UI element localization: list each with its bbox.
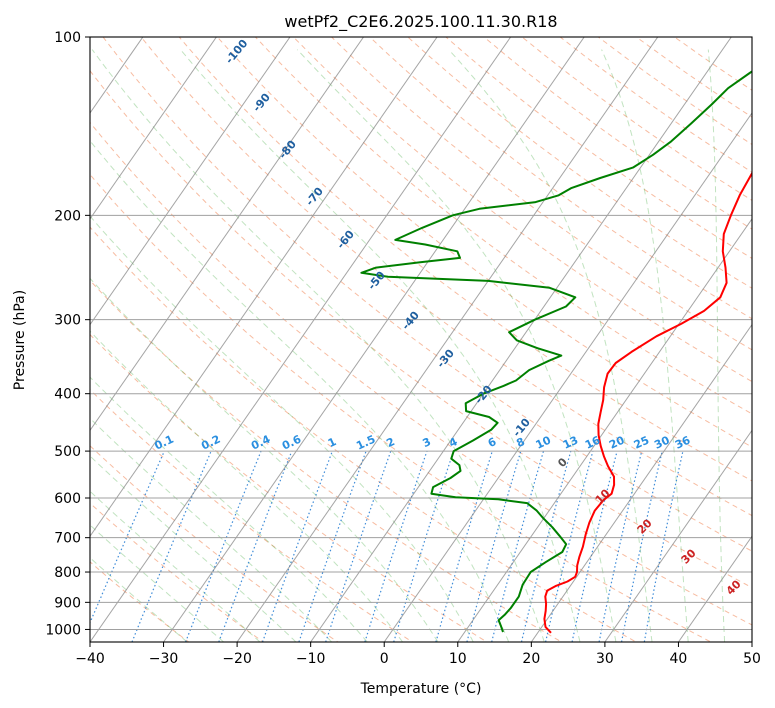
mixing-ratio-line [90, 450, 165, 625]
line-label: 30 [652, 433, 672, 451]
mixing-ratio-line [545, 450, 594, 642]
plot-frame [89, 36, 753, 643]
moist-adiabat-line [90, 490, 261, 642]
y-tick-label: 200 [54, 208, 81, 224]
mixing-ratio-line [325, 450, 392, 642]
mixing-ratio-line [298, 450, 367, 642]
dry-adiabat-line [292, 37, 752, 383]
mixing-ratio-line [520, 450, 572, 642]
dry-adiabat-line [102, 37, 752, 552]
isotherm-line [0, 24, 5, 654]
y-tick-label: 1000 [45, 622, 81, 638]
y-tick-label: 100 [54, 30, 81, 46]
isotherm-line [310, 37, 732, 642]
dry-adiabat-line [90, 121, 752, 626]
line-label: 13 [561, 434, 580, 452]
dry-adiabat-line [90, 502, 265, 642]
isotherm-line [677, 535, 752, 642]
dry-adiabat-line [90, 70, 752, 589]
moist-adiabat-line [90, 330, 403, 642]
x-tick-label: 50 [743, 651, 761, 667]
isotherm-line [90, 37, 218, 220]
moist-adiabat-line [90, 215, 474, 642]
mixing-ratio-line [466, 450, 522, 642]
y-tick-label: 800 [54, 565, 81, 581]
profile-lines [360, 70, 752, 634]
dry-adiabat-line [445, 37, 752, 259]
x-tick-label: 0 [380, 651, 389, 667]
x-axis-label: Temperature (°C) [360, 681, 482, 697]
mixing-ratio-line [185, 450, 262, 642]
dewpoint-profile-line [360, 70, 752, 633]
x-tick-label: −10 [296, 651, 326, 667]
y-tick-label: 300 [54, 313, 81, 329]
moist-adiabat-line [90, 139, 510, 642]
moist-adiabat-line [448, 49, 653, 642]
isotherm-line [90, 37, 438, 538]
moist-adiabat-line [180, 49, 581, 642]
x-tick-label: 10 [449, 651, 467, 667]
mixing-ratio-line [261, 450, 333, 642]
mixing-ratio-line [435, 450, 493, 642]
dry-adiabat-line [90, 279, 563, 642]
mixing-ratio-line [364, 450, 428, 642]
isotherm-line [383, 112, 752, 642]
line-label: 16 [583, 433, 603, 451]
isotherm-line [457, 217, 752, 642]
line-label: 36 [673, 433, 693, 451]
temperature-profile-line [543, 171, 752, 634]
mixing-ratio-line [218, 450, 293, 642]
isotherm-line [162, 37, 585, 642]
y-tick-label: 500 [54, 444, 81, 460]
isotherm-line [90, 37, 291, 326]
dry-adiabat-line [369, 37, 752, 320]
x-tick-label: −40 [75, 651, 105, 667]
moist-adiabat-line [296, 49, 617, 642]
y-tick-label: 900 [54, 595, 81, 611]
line-label: 25 [632, 434, 651, 452]
grid-lines [0, 24, 752, 654]
x-tick-label: −20 [222, 651, 252, 667]
y-tick-label: 700 [54, 531, 81, 547]
isotherm-line [236, 37, 659, 642]
moist-adiabat-line [90, 376, 368, 642]
mixing-ratio-line [598, 450, 643, 642]
x-axis: −40 −30 −20 −10 0 10 20 30 40 50 [75, 642, 761, 667]
moist-adiabat-line [707, 49, 726, 642]
line-label: 10 [534, 433, 554, 451]
dry-adiabat-line [597, 37, 752, 146]
x-tick-label: 20 [522, 651, 540, 667]
mixing-ratio-line [131, 450, 212, 642]
x-tick-label: 40 [670, 651, 688, 667]
moist-adiabat-line [601, 49, 689, 642]
dry-adiabat-line [178, 37, 752, 482]
isotherm-line [90, 37, 365, 432]
x-tick-label: −30 [149, 651, 179, 667]
mixing-ratio-line [571, 450, 618, 642]
chart-title: wetPf2_C2E6.2025.100.11.30.R18 [284, 12, 557, 32]
isotherm-line [90, 37, 512, 642]
dry-adiabat-line [90, 226, 638, 642]
dry-adiabat-line [90, 333, 488, 642]
dry-adiabat-line [330, 37, 752, 351]
isotherm-line [604, 429, 752, 642]
dry-adiabat-line [483, 37, 752, 230]
dry-adiabat-line [140, 37, 752, 517]
moist-adiabat-line [91, 49, 545, 642]
y-tick-label: 600 [54, 491, 81, 507]
y-axis: 100 200 300 400 500 600 700 800 900 1000 [45, 30, 90, 638]
line-label: 20 [607, 433, 627, 451]
isotherm-line [530, 323, 752, 642]
y-axis-label: Pressure (hPa) [12, 290, 28, 390]
moist-adiabat-line [90, 277, 439, 642]
y-tick-label: 400 [54, 387, 81, 403]
x-tick-label: 30 [596, 651, 614, 667]
